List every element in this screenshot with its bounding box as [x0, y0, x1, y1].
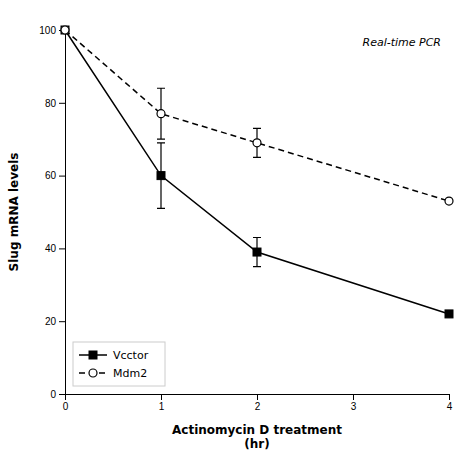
- x-tick: 3: [351, 394, 357, 412]
- x-tick-label: 1: [159, 401, 165, 412]
- x-tick-label: 3: [351, 401, 357, 412]
- point: [61, 26, 69, 34]
- y-tick: 0: [50, 389, 65, 400]
- x-tick: 2: [255, 394, 261, 412]
- x-tick-mark: [449, 394, 450, 400]
- x-tick-label: 0: [63, 401, 69, 412]
- marks: [61, 26, 453, 318]
- point: [253, 248, 261, 256]
- legend-label: Vcctor: [113, 349, 149, 362]
- y-axis-title: Slug mRNA levels: [7, 153, 21, 272]
- y-tick-label: 0: [50, 389, 56, 400]
- y-axis-line: [59, 31, 66, 395]
- y-tick-label: 100: [39, 25, 56, 36]
- line: [65, 30, 449, 314]
- y-tick-mark: [59, 394, 65, 395]
- error-bar: [157, 88, 165, 139]
- legend: Vcctor Mdm2: [73, 342, 165, 386]
- y-tick-label: 20: [45, 316, 57, 327]
- point: [253, 139, 261, 147]
- x-axis-line: [66, 395, 450, 401]
- y-axis: 0 20 40 60 80 100: [39, 25, 65, 400]
- point: [445, 310, 453, 318]
- series: [61, 26, 453, 205]
- x-axis-title: Actinomycin D treatment(hr): [172, 423, 342, 451]
- x-tick-label: 2: [255, 401, 261, 412]
- error-bar: [157, 143, 165, 209]
- point: [157, 172, 165, 180]
- point: [445, 197, 453, 205]
- legend-box: [73, 342, 165, 386]
- point: [61, 26, 69, 34]
- x-tick-mark: [257, 394, 258, 400]
- plot: 01234020406080100: [39, 25, 453, 412]
- error-bar: [253, 237, 261, 266]
- x-tick: 0: [63, 394, 69, 412]
- legend-marker: [89, 351, 97, 359]
- y-tick-mark: [59, 176, 65, 177]
- line: [65, 30, 449, 201]
- legend-marker: [89, 369, 97, 377]
- y-tick-mark: [59, 103, 65, 104]
- y-tick: 60: [45, 170, 65, 181]
- y-tick: 20: [45, 316, 65, 327]
- x-tick: 4: [447, 394, 453, 412]
- y-tick-mark: [59, 248, 65, 249]
- x-tick-mark: [161, 394, 162, 400]
- y-tick: 40: [45, 243, 65, 254]
- point: [157, 110, 165, 118]
- x-axis: 0 1 2 3 4: [63, 394, 453, 412]
- series: [61, 26, 453, 318]
- x-tick-mark: [353, 394, 354, 400]
- annotation: Real-time PCR: [363, 36, 441, 49]
- x-tick: 1: [159, 394, 165, 412]
- y-tick: 80: [45, 98, 65, 109]
- error-bar: [253, 128, 261, 157]
- legend-item: Vcctor: [79, 349, 149, 362]
- legend-item: Mdm2: [79, 367, 147, 380]
- y-tick-label: 60: [45, 170, 57, 181]
- y-tick-label: 40: [45, 243, 57, 254]
- chart: 01234020406080100Actinomycin D treatment…: [0, 0, 474, 474]
- y-tick-mark: [59, 321, 65, 322]
- legend-label: Mdm2: [113, 367, 147, 380]
- x-tick-label: 4: [447, 401, 453, 412]
- y-tick-label: 80: [45, 98, 57, 109]
